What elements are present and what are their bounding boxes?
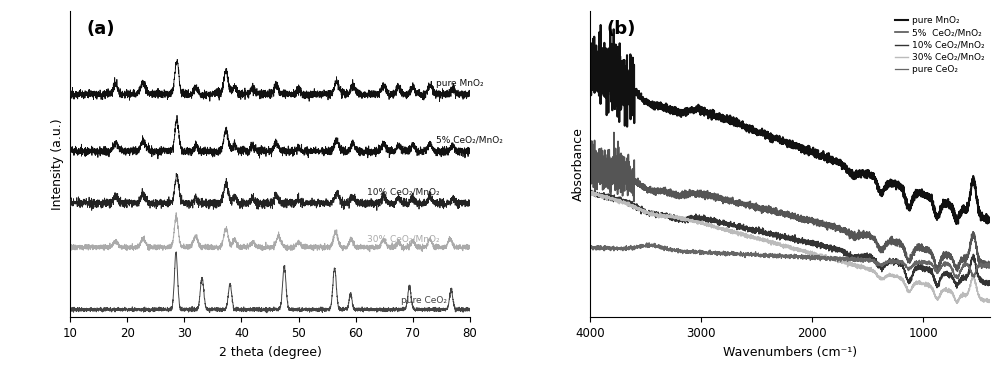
Text: pure MnO₂: pure MnO₂ [436, 79, 483, 88]
Y-axis label: Absorbance: Absorbance [571, 127, 584, 201]
Legend: pure MnO₂, 5%  CeO₂/MnO₂, 10% CeO₂/MnO₂, 30% CeO₂/MnO₂, pure CeO₂: pure MnO₂, 5% CeO₂/MnO₂, 10% CeO₂/MnO₂, … [891, 13, 988, 78]
Text: (b): (b) [606, 20, 635, 38]
Text: pure CeO₂: pure CeO₂ [401, 296, 447, 306]
Text: 10% CeO₂/MnO₂: 10% CeO₂/MnO₂ [367, 188, 440, 197]
Text: 5% CeO₂/MnO₂: 5% CeO₂/MnO₂ [436, 136, 503, 145]
X-axis label: Wavenumbers (cm⁻¹): Wavenumbers (cm⁻¹) [723, 346, 857, 359]
X-axis label: 2 theta (degree): 2 theta (degree) [219, 346, 321, 359]
Y-axis label: Intensity (a.u.): Intensity (a.u.) [51, 118, 64, 210]
Text: (a): (a) [86, 20, 114, 38]
Text: 30% CeO₂/MnO₂: 30% CeO₂/MnO₂ [367, 234, 440, 243]
